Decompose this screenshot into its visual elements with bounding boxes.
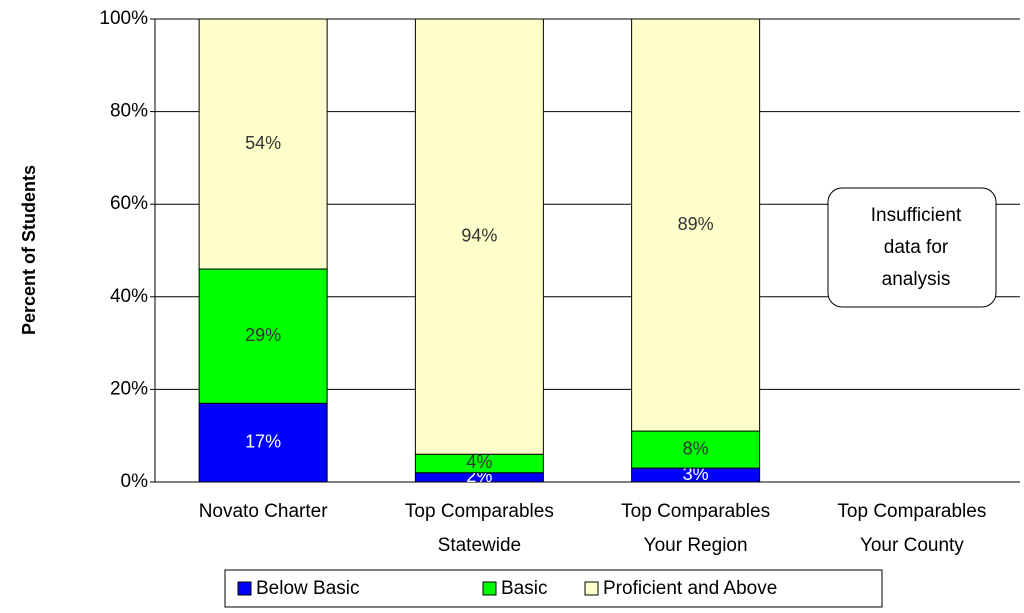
data-label: 29% [245, 325, 281, 345]
x-tick-label: Top Comparables [837, 501, 986, 522]
legend-label: Proficient and Above [603, 578, 777, 599]
x-tick-label: Top Comparables [621, 501, 770, 522]
data-label: 17% [245, 431, 281, 451]
y-tick-label: 80% [110, 101, 148, 122]
annotation: analysis [882, 269, 951, 290]
x-tick-label: Your Region [644, 535, 748, 556]
annotation: data for [884, 237, 949, 258]
legend-label: Below Basic [256, 578, 360, 599]
legend-swatch [482, 581, 497, 596]
y-tick-label: 100% [99, 8, 148, 29]
data-label: 94% [461, 225, 497, 245]
data-label: 8% [683, 438, 709, 458]
bar-segment [198, 268, 328, 404]
bar-segment [414, 18, 544, 455]
bar-segment [198, 402, 328, 483]
annotation-box [827, 187, 997, 308]
legend-label: Basic [501, 578, 547, 599]
data-label: 3% [683, 464, 709, 484]
legend-swatch [237, 581, 252, 596]
x-tick-label: Your County [860, 535, 964, 556]
bar-segment [631, 18, 761, 432]
legend-swatch [584, 581, 599, 596]
y-axis-label: Percent of Students [19, 165, 39, 335]
y-tick-label: 0% [121, 471, 149, 492]
x-tick-label: Top Comparables [405, 501, 554, 522]
x-tick-label: Novato Charter [199, 501, 329, 522]
x-tick-label: Statewide [438, 535, 521, 556]
data-label: 4% [466, 452, 492, 472]
bar-segment [631, 430, 761, 469]
data-label: 89% [678, 214, 714, 234]
data-label: 54% [245, 133, 281, 153]
y-tick-label: 20% [110, 378, 148, 399]
y-tick-label: 40% [110, 286, 148, 307]
legend-box [224, 569, 883, 608]
bar-segment [198, 18, 328, 270]
annotation: Insufficient [871, 205, 962, 226]
y-tick-label: 60% [110, 193, 148, 214]
